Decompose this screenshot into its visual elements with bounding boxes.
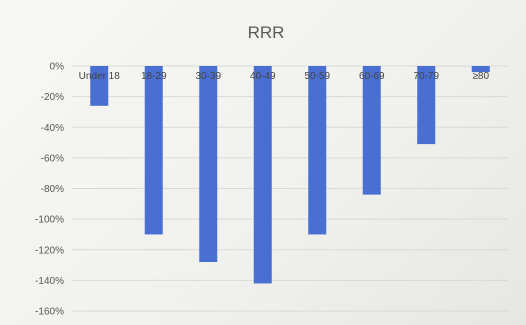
x-tick-label: Under 18 [79,71,121,82]
y-tick-label: -120% [35,245,64,256]
y-tick-label: -20% [41,92,64,103]
x-tick-label: 30-39 [195,71,221,82]
x-tick-label: ≥80 [472,71,489,82]
bar-3 [253,66,272,284]
bar-4 [308,66,327,235]
bars [90,66,490,284]
y-tick-label: -160% [35,307,64,318]
y-tick-label: -60% [41,153,64,164]
bar-5 [362,66,381,195]
bar-0 [90,66,109,106]
x-tick-label: 70-79 [413,71,439,82]
y-tick-label: -40% [41,123,64,134]
bar-1 [144,66,163,235]
grid-lines [72,65,508,312]
y-tick-label: -140% [35,276,64,287]
y-tick-label: 0% [50,62,65,73]
bar-7 [471,66,490,73]
x-tick-label: 60-69 [359,71,385,82]
bar-2 [199,66,218,262]
x-axis-ticks: Under 18 18-29 30-39 40-49 50-59 60-69 70-79 ≥8… [79,71,490,82]
y-tick-label: -80% [41,184,64,195]
bar-6 [417,66,436,145]
chart-title: RRR [248,23,285,42]
x-tick-label: 50-59 [304,71,330,82]
x-tick-label: 40-49 [250,71,276,82]
y-axis-ticks: 0% -20% -40% -60% -80% -100% -120% -140% -160% [35,62,64,318]
y-tick-label: -100% [35,215,64,226]
x-tick-label: 18-29 [141,71,167,82]
